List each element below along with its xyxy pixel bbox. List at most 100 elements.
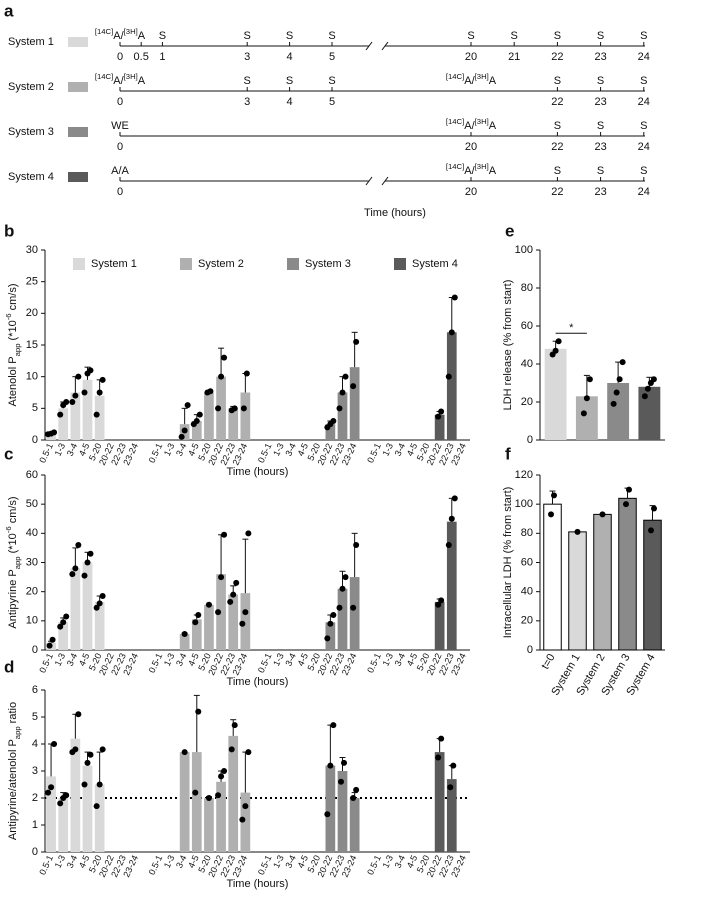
event-label: S [467, 30, 474, 42]
legend-swatch [180, 258, 192, 270]
legend-label: System 3 [305, 258, 351, 270]
event-label: S [244, 30, 251, 42]
y-tick-label: 20 [26, 586, 38, 598]
data-point [648, 527, 654, 534]
swatch [68, 127, 88, 137]
y-tick-label: 25 [26, 276, 38, 288]
text-part: A/ [464, 120, 475, 132]
bar [325, 622, 336, 650]
data-point [548, 511, 554, 518]
x-axis-label: Time (hours) [364, 207, 426, 219]
bar [58, 622, 69, 650]
time-tick-label: 22 [551, 51, 563, 63]
x-tick-label: 4-5 [405, 854, 420, 870]
data-point [613, 389, 620, 396]
data-point [438, 408, 445, 415]
data-point [57, 800, 64, 807]
event-label: S [640, 120, 647, 132]
text-part: A [489, 120, 497, 132]
bar [82, 379, 93, 440]
y-tick-label: 10 [26, 615, 38, 627]
data-point [75, 373, 82, 380]
y-tick-label: 5 [32, 711, 38, 723]
data-point [75, 711, 82, 718]
time-tick-label: 0 [117, 186, 123, 198]
bar [228, 408, 239, 440]
y-tick-label: 3 [32, 765, 38, 777]
bar [216, 781, 226, 852]
data-point [623, 501, 629, 508]
data-point [99, 746, 106, 753]
data-point [215, 609, 222, 616]
data-point [69, 571, 76, 578]
data-point [195, 708, 202, 715]
bar [337, 588, 348, 650]
x-tick-label: 3-4 [283, 652, 298, 668]
text-part: ratio [7, 702, 19, 726]
data-point [87, 751, 94, 758]
data-point [228, 746, 235, 753]
data-point [245, 530, 252, 537]
data-point [84, 559, 91, 566]
data-point [96, 389, 103, 396]
y-axis-label: Antipyrine/atenolol Papp ratio [7, 702, 22, 840]
bar [204, 604, 214, 650]
data-point [451, 495, 458, 502]
x-axis-label: Time (hours) [227, 676, 289, 688]
data-point [451, 294, 458, 301]
row-name: System 3 [8, 126, 54, 138]
panel-label: c [4, 444, 13, 463]
data-point [49, 636, 56, 643]
x-tick-label: 1-3 [271, 854, 286, 870]
text-part: cm/s) [7, 283, 19, 313]
event-label: S [640, 75, 647, 87]
x-tick-label: 3-4 [65, 854, 80, 870]
x-tick-label: 3-4 [393, 854, 408, 870]
y-tick-label: 0 [32, 644, 38, 656]
data-point [181, 749, 188, 756]
event-label: [14C]A/[3H]A [95, 27, 146, 42]
time-tick-label: 20 [465, 141, 477, 153]
x-tick-label: 1-3 [380, 854, 395, 870]
subscript: app [13, 344, 22, 357]
data-point [619, 359, 626, 366]
x-tick-label: 1-3 [53, 854, 68, 870]
y-tick-label: 40 [26, 527, 38, 539]
bar [94, 395, 105, 440]
data-point [551, 492, 557, 499]
time-tick-label: 0 [117, 141, 123, 153]
bar [325, 424, 336, 440]
event-label: S [554, 75, 561, 87]
x-tick-label: 3-4 [393, 442, 408, 458]
bar [240, 392, 251, 440]
x-tick-label: 1-3 [162, 442, 177, 458]
data-point [87, 367, 94, 374]
y-tick-label: 60 [26, 469, 38, 481]
data-point [445, 542, 452, 548]
data-point [221, 531, 228, 538]
time-tick-label: 24 [638, 141, 650, 153]
bar [179, 633, 190, 650]
bar [349, 798, 360, 852]
data-point [178, 433, 185, 440]
data-point [72, 565, 79, 572]
data-point [651, 505, 657, 512]
event-label: S [159, 30, 166, 42]
event-label: S [286, 75, 293, 87]
data-point [342, 574, 349, 581]
text-part: A [489, 75, 497, 87]
y-tick-label: 60 [521, 556, 533, 568]
bar [82, 562, 93, 650]
panel-label: e [505, 221, 514, 240]
text-part: A/ [464, 75, 475, 87]
superscript: [14C] [446, 162, 464, 171]
data-point [450, 762, 457, 769]
bar [82, 765, 93, 852]
data-point [84, 759, 91, 766]
data-point [93, 604, 100, 611]
superscript: [3H] [475, 72, 489, 81]
text-part: A [138, 75, 146, 87]
event-label: S [597, 30, 604, 42]
bar [337, 771, 348, 852]
